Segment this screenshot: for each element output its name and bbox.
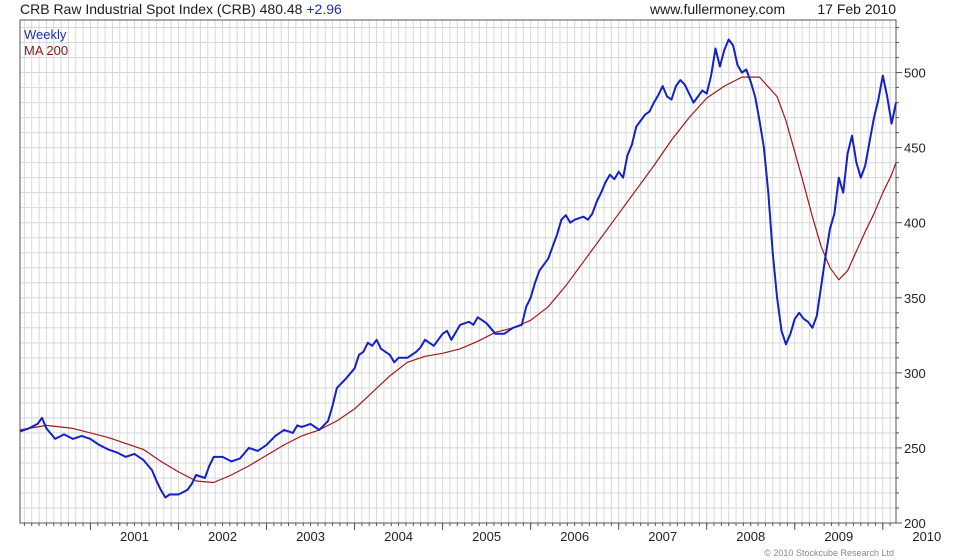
- y-tick-label: 200: [904, 516, 926, 531]
- source-site: www.fullermoney.com: [650, 1, 786, 17]
- series-ma-200-line: [19, 76, 897, 484]
- y-tick-label: 400: [904, 216, 926, 231]
- chart-date: 17 Feb 2010: [817, 1, 896, 17]
- copyright-notice: © 2010 Stockcube Research Ltd: [764, 548, 894, 558]
- y-tick-label: 450: [904, 141, 926, 156]
- y-tick-label: 250: [904, 441, 926, 456]
- x-tick-label: 2003: [296, 529, 325, 544]
- series-weekly-line: [19, 38, 897, 499]
- plot-frame: [19, 19, 897, 524]
- x-tick-label: 2005: [472, 529, 501, 544]
- chart-title: CRB Raw Industrial Spot Index (CRB) 480.…: [20, 1, 342, 17]
- y-tick-label: 300: [904, 366, 926, 381]
- legend-weekly: Weekly: [24, 27, 67, 42]
- x-tick-label: 2008: [736, 529, 765, 544]
- y-tick-label: 500: [904, 66, 926, 81]
- x-tick-label: 2010: [912, 529, 941, 544]
- x-tick-label: 2001: [120, 529, 149, 544]
- legend-ma-200: MA 200: [24, 43, 69, 58]
- price-change: +2.96: [306, 1, 342, 17]
- x-tick-label: 2006: [560, 529, 589, 544]
- y-tick-label: 350: [904, 291, 926, 306]
- x-tick-label: 2007: [648, 529, 677, 544]
- chart-header: CRB Raw Industrial Spot Index (CRB) 480.…: [20, 0, 896, 20]
- x-tick-label: 2002: [208, 529, 237, 544]
- x-tick-label: 2004: [384, 529, 413, 544]
- x-tick-label: 2009: [824, 529, 853, 544]
